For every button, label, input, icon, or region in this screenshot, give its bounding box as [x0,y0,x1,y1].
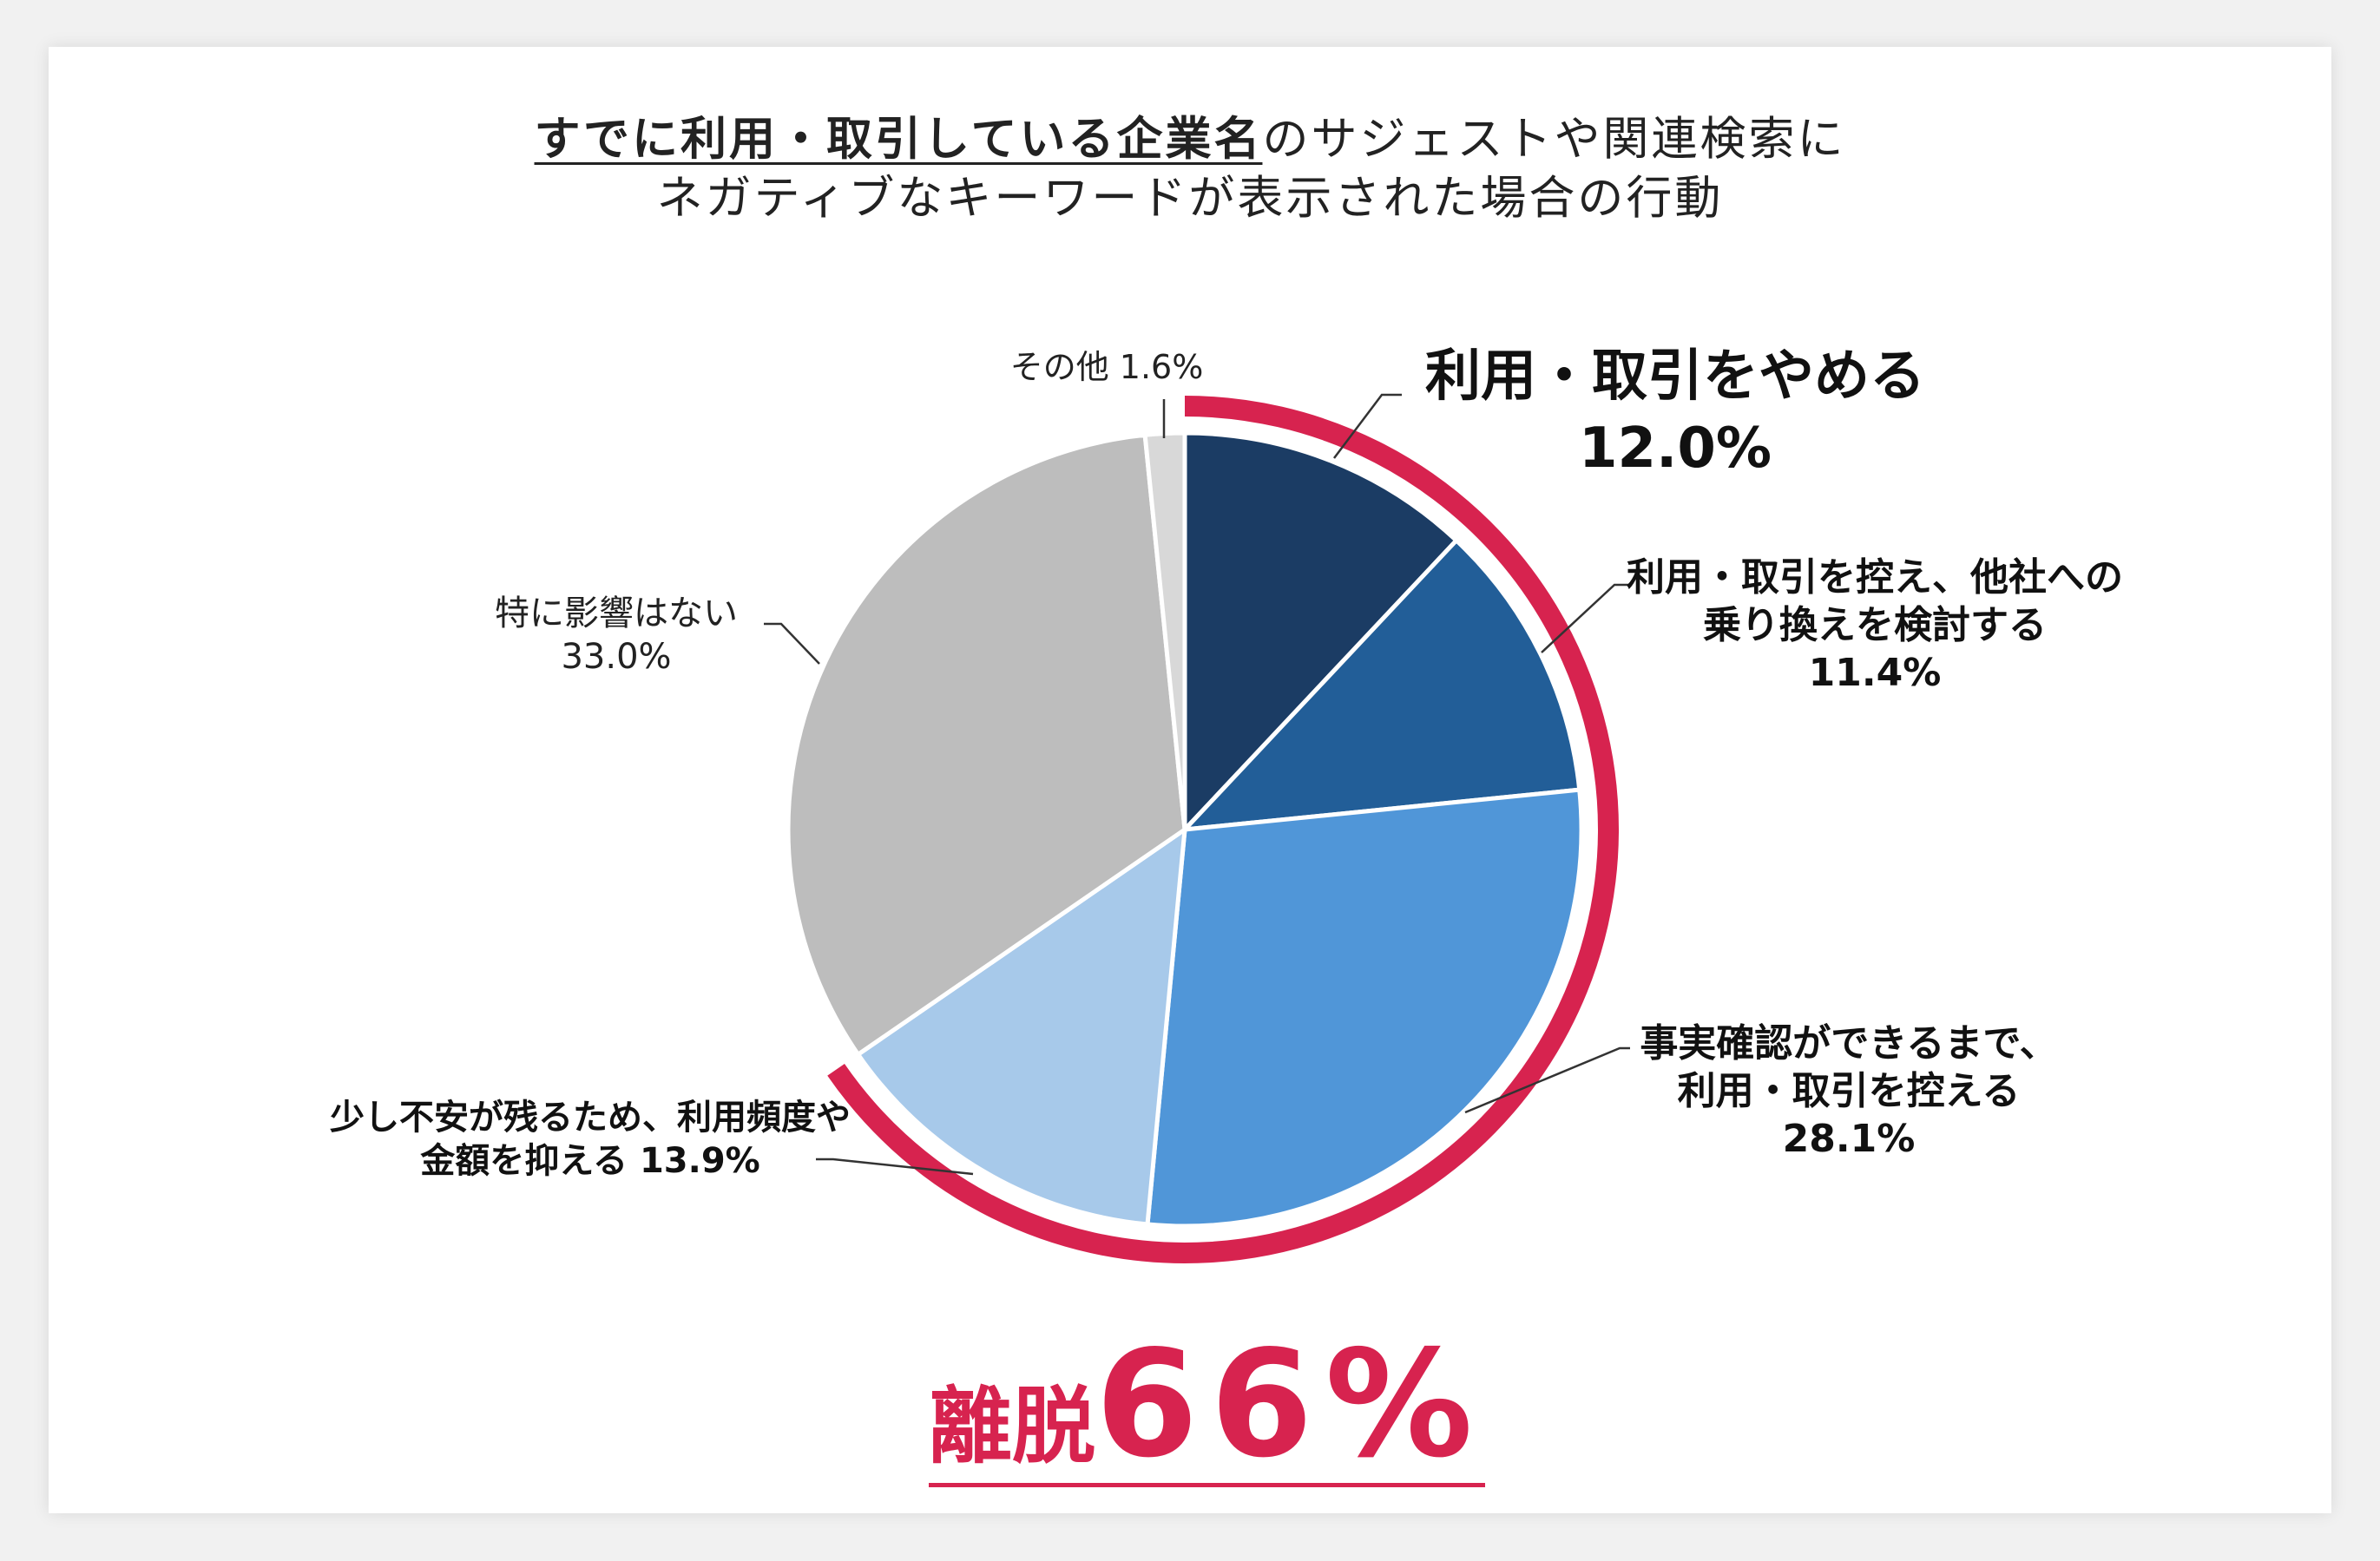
leader-line-confirm [1464,1046,1630,1114]
label-reduce-text-2: 金額を抑える 13.9% [420,1141,760,1181]
label-reduce-text-1: 少し不安が残るため、利用頻度や [330,1098,851,1138]
chart-title-line-2: ネガティブなキーワードが表示された場合の行動 [656,172,1724,225]
leader-line-quit [1333,393,1402,459]
label-switch: 利用・取引を控え、他社への 乗り換えを検討する 11.4% [1597,554,2153,697]
leader-lines [764,393,1630,1176]
label-switch-text-2: 乗り換えを検討する [1703,603,2047,647]
label-quit-text: 利用・取引をやめる [1425,344,1925,409]
leader-line-reduce [816,1158,974,1176]
label-none-text: 特に影響はない [495,594,738,633]
label-quit-value: 12.0% [1578,416,1772,482]
exit-rate-label: 離脱 [929,1378,1095,1475]
label-confirm-text-1: 事実確認ができるまで、 [1640,1021,2058,1066]
label-reduce: 少し不安が残るため、利用頻度や 金額を抑える 13.9% [295,1096,885,1183]
chart-title-line-1: すでに利用・取引している企業名のサジェストや関連検索に [0,102,2380,168]
label-confirm: 事実確認ができるまで、 利用・取引を控える 28.1% [1571,1020,2127,1163]
label-confirm-value: 28.1% [1782,1117,1916,1161]
pie-slice-reduce [856,827,1187,1227]
pie-slice-quit [1182,430,1459,832]
label-switch-value: 11.4% [1808,651,1942,695]
pie-slice-confirm [1145,787,1584,1229]
label-other: その他 1.6% [963,347,1250,389]
exit-highlight-ring [827,396,1619,1263]
label-none: 特に影響はない 33.0% [443,592,790,679]
label-quit: 利用・取引をやめる 12.0% [1354,341,1996,485]
label-other-text: その他 1.6% [1009,348,1204,386]
leader-line-switch [1541,583,1628,653]
label-switch-text-1: 利用・取引を控え、他社への [1627,555,2123,600]
chart-title-underlined: すでに利用・取引している企業名 [534,113,1263,166]
chart-title-rest: のサジェストや関連検索に [1262,113,1846,166]
pie-slice-switch [1182,538,1582,832]
pie-slices [786,430,1584,1229]
label-none-value: 33.0% [561,637,672,677]
pie-slice-none [786,432,1187,1057]
label-confirm-text-2: 利用・取引を控える [1677,1069,2021,1113]
exit-rate-callout: 離脱66% [929,1328,1485,1487]
exit-rate-value: 66% [1095,1319,1485,1491]
leader-line-none [764,622,820,665]
